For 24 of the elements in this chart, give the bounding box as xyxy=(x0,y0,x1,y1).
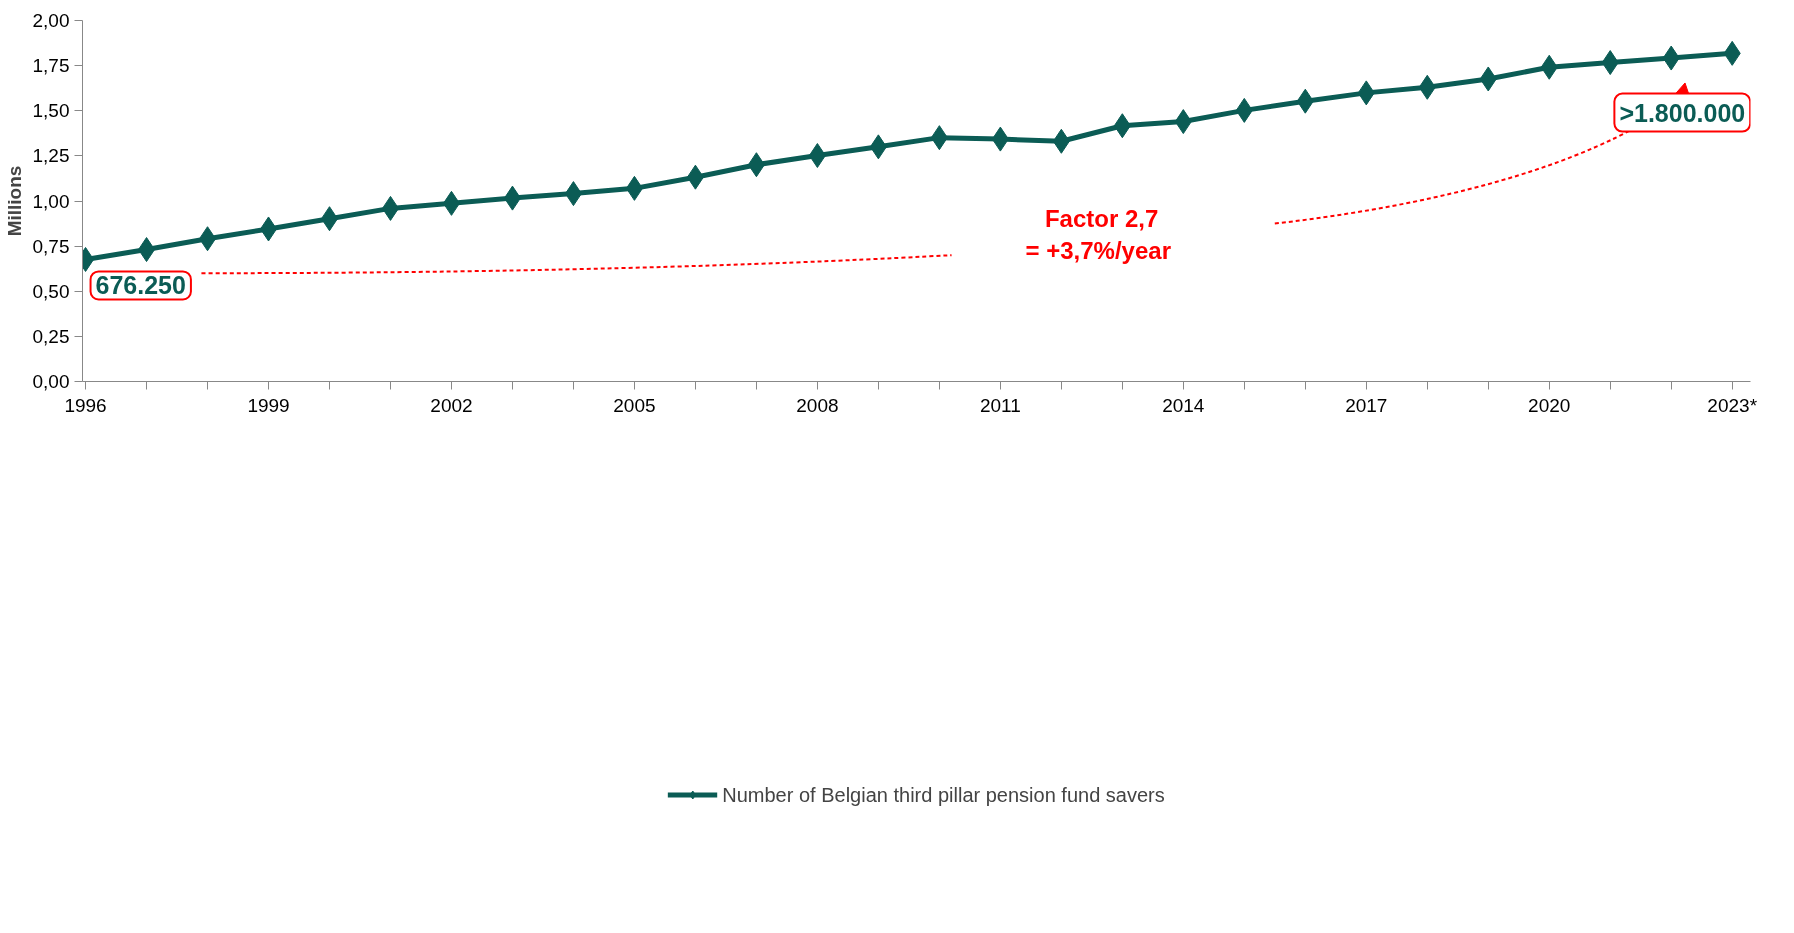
x-tick-label: 2020 xyxy=(1528,394,1571,416)
y-tick-label: 0,00 xyxy=(32,371,70,392)
x-tick-label: 2023* xyxy=(1707,394,1758,416)
y-tick-label: 1,00 xyxy=(32,190,70,212)
x-tick-label: 2011 xyxy=(979,394,1021,416)
x-tick-label: 2017 xyxy=(1345,394,1388,416)
x-tick-label: 2008 xyxy=(796,394,839,416)
x-tick-label: 1999 xyxy=(247,394,290,416)
annotation: Factor 2,7 = +3,7%/year xyxy=(1025,204,1171,265)
annotation: >1.800.000 xyxy=(1619,98,1746,127)
x-tick-label: 2014 xyxy=(1162,394,1205,416)
y-tick-label: 0,25 xyxy=(32,325,70,347)
x-tick-label: 2005 xyxy=(613,394,656,416)
annotation: 676.250 xyxy=(95,271,186,300)
y-tick-label: 0,50 xyxy=(32,280,70,302)
y-axis-title: Millions xyxy=(3,165,25,237)
y-tick-label: 1,50 xyxy=(32,100,70,122)
y-tick-label: 1,25 xyxy=(32,145,70,167)
x-tick-label: 2002 xyxy=(430,394,473,416)
y-tick-label: 1,75 xyxy=(32,55,70,77)
y-tick-label: 0,75 xyxy=(32,235,70,257)
y-tick-label: 2,00 xyxy=(32,10,70,31)
legend-label: Number of Belgian third pillar pension fund savers xyxy=(722,783,1165,807)
x-tick-label: 1996 xyxy=(64,394,107,416)
